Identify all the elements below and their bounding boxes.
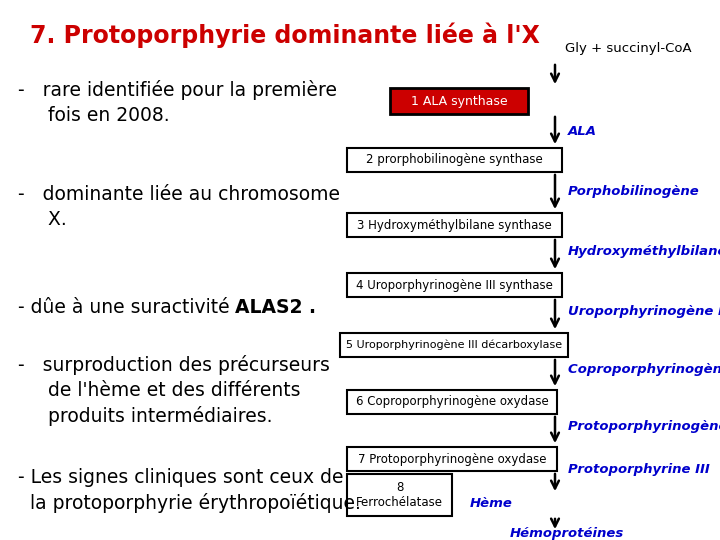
Text: - dûe à une suractivité: - dûe à une suractivité	[18, 298, 235, 317]
Text: Coproporphyrinogène III: Coproporphyrinogène III	[568, 363, 720, 376]
Text: Hémoprotéines: Hémoprotéines	[510, 527, 624, 540]
Text: Porphobilinogène: Porphobilinogène	[568, 185, 700, 198]
Text: ALA: ALA	[568, 125, 597, 138]
Text: Gly + succinyl-CoA: Gly + succinyl-CoA	[565, 42, 692, 55]
Text: - Les signes cliniques sont ceux de
  la protoporphyrie érythropoïétique.: - Les signes cliniques sont ceux de la p…	[18, 468, 361, 514]
Text: 8
Ferrochélatase: 8 Ferrochélatase	[356, 481, 443, 509]
Text: Protoporphyrine III: Protoporphyrine III	[568, 463, 710, 476]
FancyBboxPatch shape	[347, 447, 557, 471]
Text: 5 Uroporphyrinogène III décarboxylase: 5 Uroporphyrinogène III décarboxylase	[346, 340, 562, 350]
Text: 7. Protoporphyrie dominante liée à l'X: 7. Protoporphyrie dominante liée à l'X	[30, 22, 540, 48]
Text: Hème: Hème	[470, 497, 513, 510]
FancyBboxPatch shape	[347, 474, 452, 516]
Text: ALAS2 .: ALAS2 .	[235, 298, 316, 317]
Text: 4 Uroporphyrinogène III synthase: 4 Uroporphyrinogène III synthase	[356, 279, 553, 292]
FancyBboxPatch shape	[347, 148, 562, 172]
Text: 7 Protoporphyrinogène oxydase: 7 Protoporphyrinogène oxydase	[358, 453, 546, 465]
Text: -   rare identifiée pour la première
     fois en 2008.: - rare identifiée pour la première fois …	[18, 80, 337, 125]
Text: -   surproduction des précurseurs
     de l'hème et des différents
     produits: - surproduction des précurseurs de l'hèm…	[18, 355, 330, 427]
FancyBboxPatch shape	[347, 390, 557, 414]
Text: 1 ALA synthase: 1 ALA synthase	[410, 94, 508, 107]
FancyBboxPatch shape	[347, 213, 562, 237]
Text: Uroporphyrinogène III: Uroporphyrinogène III	[568, 305, 720, 318]
Text: 3 Hydroxyméthylbilane synthase: 3 Hydroxyméthylbilane synthase	[357, 219, 552, 232]
Text: 6 Coproporphyrinogène oxydase: 6 Coproporphyrinogène oxydase	[356, 395, 549, 408]
FancyBboxPatch shape	[340, 333, 568, 357]
Text: Protoporphyrinogène III: Protoporphyrinogène III	[568, 420, 720, 433]
Text: 2 prorphobilinogène synthase: 2 prorphobilinogène synthase	[366, 153, 543, 166]
FancyBboxPatch shape	[347, 273, 562, 297]
FancyBboxPatch shape	[390, 88, 528, 114]
Text: Hydroxyméthylbilane: Hydroxyméthylbilane	[568, 245, 720, 258]
Text: -   dominante liée au chromosome
     X.: - dominante liée au chromosome X.	[18, 185, 340, 229]
